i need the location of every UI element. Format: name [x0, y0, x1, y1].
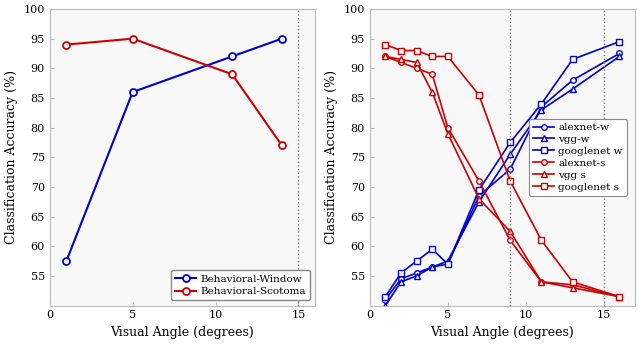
- googlenet s: [381, 43, 389, 47]
- googlenet s: [428, 54, 436, 58]
- Line: alexnet-w: alexnet-w: [383, 51, 622, 302]
- googlenet w: [569, 57, 577, 62]
- alexnet-w: [381, 298, 389, 302]
- vgg-w: [538, 108, 545, 112]
- googlenet s: [569, 280, 577, 284]
- googlenet w: [444, 262, 452, 266]
- Behavioral-Scotoma: [228, 72, 236, 76]
- Line: googlenet w: googlenet w: [383, 39, 622, 300]
- vgg s: [444, 131, 452, 136]
- Line: Behavioral-Scotoma: Behavioral-Scotoma: [63, 35, 285, 149]
- alexnet-w: [413, 271, 420, 275]
- googlenet s: [397, 49, 405, 53]
- alexnet-w: [616, 51, 623, 55]
- vgg s: [413, 60, 420, 64]
- vgg s: [506, 229, 514, 234]
- Line: googlenet s: googlenet s: [383, 42, 622, 300]
- googlenet s: [538, 238, 545, 243]
- alexnet-s: [397, 60, 405, 64]
- alexnet-s: [506, 238, 514, 243]
- vgg s: [397, 57, 405, 62]
- googlenet s: [616, 294, 623, 299]
- alexnet-w: [538, 105, 545, 109]
- alexnet-s: [428, 72, 436, 76]
- Line: Behavioral-Window: Behavioral-Window: [63, 35, 285, 265]
- Behavioral-Window: [278, 36, 285, 41]
- googlenet w: [506, 140, 514, 144]
- Behavioral-Scotoma: [129, 36, 136, 41]
- Behavioral-Scotoma: [63, 43, 70, 47]
- vgg s: [428, 90, 436, 94]
- Behavioral-Window: [228, 54, 236, 58]
- Legend: Behavioral-Window, Behavioral-Scotoma: Behavioral-Window, Behavioral-Scotoma: [171, 270, 310, 300]
- vgg-w: [428, 265, 436, 269]
- Y-axis label: Classification Accuracy (%): Classification Accuracy (%): [325, 70, 338, 244]
- googlenet w: [616, 40, 623, 44]
- alexnet-w: [444, 262, 452, 266]
- Line: vgg-w: vgg-w: [383, 54, 622, 308]
- Legend: alexnet-w, vgg-w, googlenet w, alexnet-s, vgg s, googlenet s: alexnet-w, vgg-w, googlenet w, alexnet-s…: [529, 119, 627, 196]
- googlenet s: [413, 49, 420, 53]
- vgg-w: [569, 87, 577, 91]
- vgg-w: [397, 280, 405, 284]
- vgg-w: [413, 274, 420, 278]
- googlenet w: [538, 102, 545, 106]
- googlenet w: [428, 247, 436, 251]
- alexnet-s: [616, 294, 623, 299]
- googlenet w: [413, 259, 420, 263]
- alexnet-s: [381, 54, 389, 58]
- vgg-w: [616, 54, 623, 58]
- X-axis label: Visual Angle (degrees): Visual Angle (degrees): [431, 326, 574, 339]
- Line: vgg s: vgg s: [383, 54, 622, 300]
- Behavioral-Window: [63, 259, 70, 263]
- alexnet-s: [538, 280, 545, 284]
- googlenet w: [381, 294, 389, 299]
- vgg s: [475, 197, 483, 201]
- vgg s: [569, 286, 577, 290]
- Behavioral-Window: [129, 90, 136, 94]
- googlenet w: [397, 271, 405, 275]
- googlenet w: [475, 188, 483, 192]
- vgg s: [616, 294, 623, 299]
- alexnet-w: [397, 277, 405, 281]
- alexnet-s: [475, 179, 483, 183]
- vgg s: [381, 54, 389, 58]
- vgg-w: [444, 259, 452, 263]
- alexnet-s: [413, 66, 420, 71]
- vgg-w: [381, 303, 389, 308]
- Behavioral-Scotoma: [278, 143, 285, 148]
- googlenet s: [475, 93, 483, 97]
- alexnet-w: [569, 78, 577, 82]
- googlenet s: [506, 179, 514, 183]
- googlenet s: [444, 54, 452, 58]
- X-axis label: Visual Angle (degrees): Visual Angle (degrees): [111, 326, 254, 339]
- Line: alexnet-s: alexnet-s: [383, 54, 622, 300]
- alexnet-w: [475, 194, 483, 198]
- vgg-w: [475, 200, 483, 204]
- alexnet-w: [428, 265, 436, 269]
- alexnet-s: [569, 283, 577, 287]
- Y-axis label: Classification Accuracy (%): Classification Accuracy (%): [5, 70, 18, 244]
- alexnet-w: [506, 167, 514, 171]
- vgg-w: [506, 152, 514, 157]
- alexnet-s: [444, 126, 452, 130]
- vgg s: [538, 280, 545, 284]
